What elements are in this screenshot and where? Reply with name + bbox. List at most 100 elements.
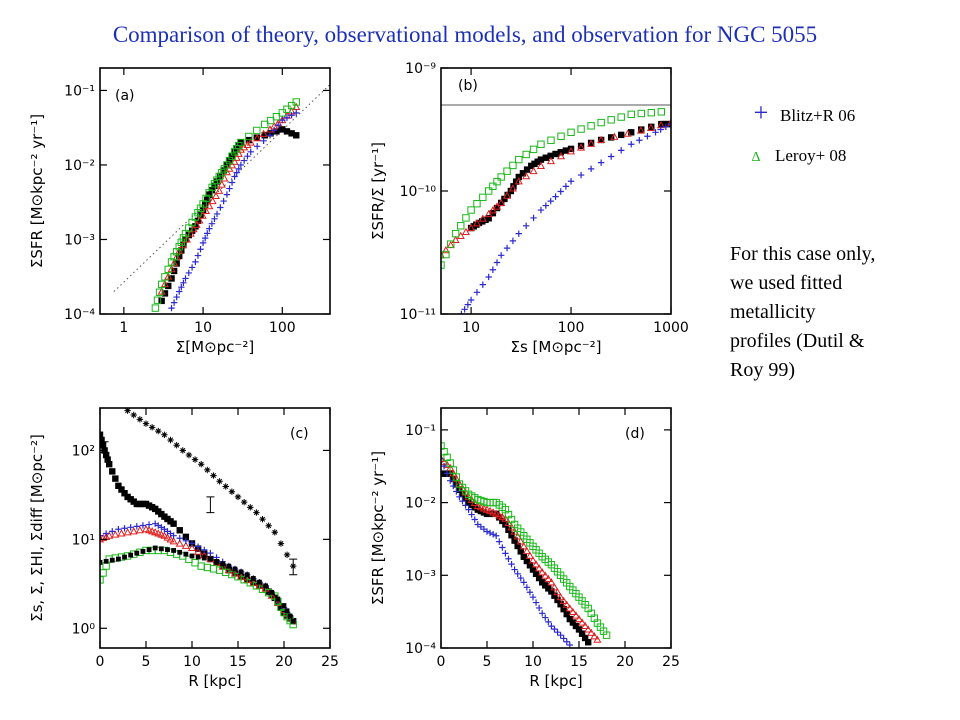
data-point xyxy=(535,574,543,582)
data-point xyxy=(287,613,293,619)
x-tick-label: 20 xyxy=(616,654,634,670)
data-point xyxy=(288,130,295,137)
data-point xyxy=(231,173,238,180)
data-point xyxy=(473,289,481,296)
data-point xyxy=(104,456,111,463)
data-point xyxy=(578,618,587,626)
data-point xyxy=(270,127,278,134)
data-point xyxy=(610,132,619,140)
data-point xyxy=(493,259,501,266)
data-point xyxy=(234,493,242,501)
data-point xyxy=(201,546,208,554)
data-point xyxy=(266,132,274,139)
data-point xyxy=(226,157,233,164)
data-point xyxy=(528,162,535,170)
data-point xyxy=(458,310,465,314)
data-point xyxy=(175,242,183,251)
data-point xyxy=(216,478,223,485)
series-blitz-r-06 xyxy=(168,109,300,312)
data-point xyxy=(557,631,564,639)
data-point xyxy=(103,558,109,564)
data-point xyxy=(260,137,267,145)
x-tick-label: 0 xyxy=(437,654,446,670)
x-tick-label: 10 xyxy=(462,320,480,336)
x-tick-label: 100 xyxy=(269,320,296,336)
plot-area xyxy=(441,442,611,648)
x-axis-label: Σs [M⊙pc⁻²] xyxy=(511,338,602,356)
data-point xyxy=(515,173,522,181)
data-point xyxy=(158,297,165,305)
note-line: For this case only, xyxy=(730,243,876,265)
data-point xyxy=(253,133,262,142)
data-point xyxy=(153,296,162,304)
data-point xyxy=(247,148,254,156)
data-point xyxy=(166,535,175,543)
data-point xyxy=(522,150,530,159)
y-tick-label: 10¹ xyxy=(72,532,95,548)
data-point xyxy=(560,605,567,613)
data-point xyxy=(244,153,251,160)
data-point xyxy=(176,252,183,260)
data-point xyxy=(206,225,213,232)
data-point xyxy=(112,475,119,482)
data-point xyxy=(139,522,147,529)
data-point xyxy=(539,610,546,617)
data-point xyxy=(226,563,232,569)
data-point xyxy=(529,166,538,175)
data-point xyxy=(152,545,158,551)
data-point xyxy=(277,540,285,547)
data-point xyxy=(228,152,236,160)
data-point xyxy=(217,180,226,188)
data-point xyxy=(489,266,497,273)
data-point xyxy=(617,113,625,121)
data-point xyxy=(467,206,475,214)
series-blitz-r-06 xyxy=(441,455,573,648)
data-point xyxy=(467,223,476,232)
data-point xyxy=(100,532,104,539)
data-point xyxy=(509,237,517,245)
plot-area xyxy=(441,104,671,314)
data-point xyxy=(446,459,454,467)
data-point xyxy=(170,253,178,261)
data-point xyxy=(587,122,595,130)
x-tick-label: 25 xyxy=(321,654,339,670)
data-point xyxy=(484,187,493,195)
data-point xyxy=(195,554,201,560)
data-point xyxy=(452,473,461,481)
data-point xyxy=(217,204,224,211)
data-point xyxy=(628,129,635,136)
y-axis-label: ΣSFR [M⊙kpc⁻² yr⁻¹] xyxy=(28,114,46,268)
data-point xyxy=(520,553,527,560)
data-point xyxy=(449,466,457,474)
series--s xyxy=(124,408,297,570)
data-point xyxy=(484,209,493,218)
data-point xyxy=(201,550,208,558)
y-tick-label: 10⁻⁴ xyxy=(64,307,95,323)
data-point xyxy=(505,555,512,562)
data-point xyxy=(562,183,570,190)
data-point xyxy=(529,145,538,154)
data-point xyxy=(465,506,472,513)
note-line: we used fitted xyxy=(730,272,843,294)
data-point xyxy=(293,109,300,117)
data-point xyxy=(522,546,531,555)
data-point xyxy=(155,427,162,435)
data-point xyxy=(191,456,199,463)
data-point xyxy=(204,230,211,237)
data-point xyxy=(219,563,226,570)
data-point xyxy=(456,493,463,501)
data-point xyxy=(551,592,558,599)
data-point xyxy=(497,252,505,259)
data-point xyxy=(177,238,186,247)
data-point xyxy=(636,137,643,144)
data-point xyxy=(497,199,505,207)
data-point xyxy=(489,508,498,516)
data-point xyxy=(225,156,234,165)
data-point xyxy=(197,246,204,253)
data-point xyxy=(486,529,494,537)
data-point xyxy=(547,197,554,205)
data-point xyxy=(597,135,606,144)
data-point xyxy=(647,108,655,117)
y-tick-label: 10² xyxy=(72,443,95,459)
data-point xyxy=(175,539,184,547)
